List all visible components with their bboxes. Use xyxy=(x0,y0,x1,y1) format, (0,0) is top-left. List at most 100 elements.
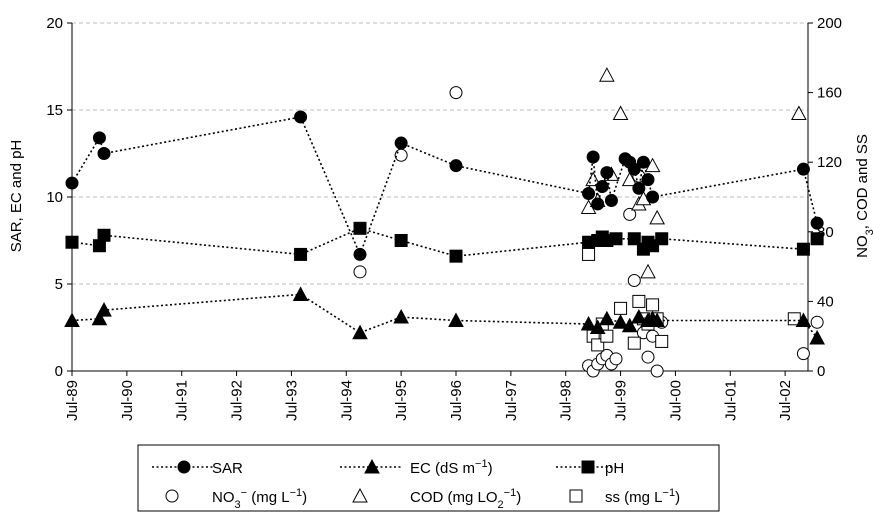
data-point xyxy=(599,67,615,82)
left-tick-label: 15 xyxy=(46,102,63,119)
data-point xyxy=(609,232,623,246)
left-tick-label: 20 xyxy=(46,15,63,32)
data-point xyxy=(796,162,810,176)
x-tick-label: Jul-95 xyxy=(393,380,410,421)
legend-label: ss (mg L−1) xyxy=(605,487,680,506)
legend-box xyxy=(137,444,720,512)
right-axis-title: NO3, COD and SS xyxy=(854,134,873,258)
data-point xyxy=(649,209,665,225)
right-tick-label: 40 xyxy=(817,293,834,310)
data-point xyxy=(632,294,646,308)
data-point xyxy=(646,190,660,204)
data-point xyxy=(393,309,409,324)
data-point xyxy=(294,247,308,261)
right-tick-label: 0 xyxy=(817,363,825,380)
data-point xyxy=(595,180,609,194)
data-point xyxy=(97,228,111,242)
legend-marker xyxy=(177,460,191,474)
data-point xyxy=(582,247,596,261)
data-point xyxy=(791,105,807,120)
legend-marker xyxy=(165,489,179,503)
data-point xyxy=(810,232,824,246)
data-point xyxy=(627,274,641,288)
x-tick-label: Jul-00 xyxy=(667,380,684,421)
data-point xyxy=(796,347,810,361)
legend-marker xyxy=(581,460,595,474)
data-point xyxy=(795,312,812,328)
data-point xyxy=(604,193,618,207)
data-point xyxy=(636,155,650,169)
data-point xyxy=(650,364,664,378)
data-point xyxy=(394,148,408,162)
legend-item: SAR xyxy=(152,460,243,477)
legend-item: ss (mg L−1) xyxy=(569,487,680,506)
legend-marker xyxy=(569,489,583,503)
x-tick-label: Jul-97 xyxy=(503,380,520,421)
data-point xyxy=(627,162,641,176)
data-point xyxy=(449,249,463,263)
data-point xyxy=(632,181,646,195)
data-point xyxy=(586,150,600,164)
data-point xyxy=(292,286,309,301)
data-point xyxy=(91,310,108,326)
legend-label: pH xyxy=(605,460,624,477)
data-point xyxy=(449,86,463,100)
data-point xyxy=(609,352,623,366)
series-4 xyxy=(580,67,807,279)
data-point xyxy=(612,105,629,120)
legend-item: pH xyxy=(556,460,624,477)
x-tick-label: Jul-92 xyxy=(229,380,246,421)
data-point xyxy=(599,310,615,326)
data-point xyxy=(640,263,656,279)
data-point xyxy=(627,336,641,350)
data-point xyxy=(591,197,605,211)
x-tick-label: Jul-91 xyxy=(174,380,191,421)
data-point xyxy=(621,171,638,187)
data-point xyxy=(655,232,669,246)
data-point xyxy=(810,216,824,230)
data-point xyxy=(394,234,408,247)
data-point xyxy=(623,207,637,221)
data-point xyxy=(810,315,824,329)
right-tick-label: 120 xyxy=(817,154,842,171)
data-point xyxy=(655,334,669,348)
x-tick-label: Jul-90 xyxy=(119,380,136,421)
data-point xyxy=(600,166,614,180)
data-point xyxy=(92,131,106,145)
x-tick-label: Jul-99 xyxy=(613,380,630,421)
data-point xyxy=(582,187,596,201)
legend-label: EC (dS m−1) xyxy=(410,458,493,477)
left-tick-label: 5 xyxy=(55,276,63,293)
series-line xyxy=(71,116,818,257)
data-point xyxy=(394,136,408,150)
series-layer xyxy=(64,67,825,378)
data-point xyxy=(589,319,606,334)
data-point xyxy=(449,159,463,173)
data-point xyxy=(580,315,597,331)
series-line xyxy=(71,227,818,258)
x-tick-label: Jul-98 xyxy=(558,380,575,421)
legend-item: COD (mg LO2−1) xyxy=(352,487,521,511)
left-tick-label: 0 xyxy=(55,363,63,380)
x-tick-label: Jul-02 xyxy=(777,380,794,421)
x-tick-label: Jul-96 xyxy=(448,380,465,421)
data-point xyxy=(353,247,367,261)
left-axis-title: SAR, EC and pH xyxy=(8,140,25,253)
x-tick-label: Jul-94 xyxy=(338,380,355,421)
grid-lines xyxy=(72,22,808,285)
data-point xyxy=(352,324,368,340)
x-tick-label: Jul-89 xyxy=(64,380,81,421)
legend-marker xyxy=(364,458,380,474)
data-point xyxy=(64,312,80,328)
data-point xyxy=(612,314,629,329)
data-point xyxy=(65,176,79,190)
series-5 xyxy=(582,247,801,352)
data-point xyxy=(96,302,112,317)
data-point xyxy=(641,173,655,187)
data-point xyxy=(641,350,655,364)
legend-label: SAR xyxy=(212,460,243,477)
data-point xyxy=(627,232,641,246)
